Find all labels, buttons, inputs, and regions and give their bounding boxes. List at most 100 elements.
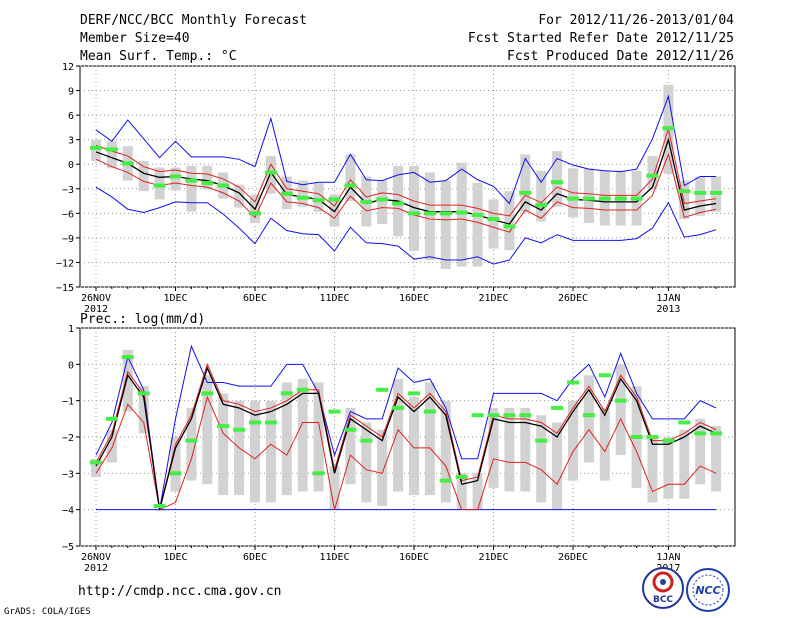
- observed-marker: [551, 405, 564, 410]
- ensemble-range-box: [186, 165, 197, 212]
- observed-marker: [328, 197, 341, 202]
- ensemble-range-box: [345, 154, 356, 202]
- observed-marker: [312, 198, 325, 203]
- ensemble-mean-line: [95, 137, 717, 225]
- observed-marker: [201, 391, 214, 396]
- observed-marker: [344, 183, 357, 188]
- observed-marker: [614, 196, 627, 201]
- upper-inner-line: [95, 362, 717, 510]
- y-tick-label: −15: [56, 283, 74, 294]
- ensemble-range-box: [250, 400, 260, 503]
- observed-marker: [487, 217, 500, 222]
- ensemble-range-box: [599, 407, 610, 481]
- ensemble-range-box: [265, 400, 276, 503]
- ensemble-range-box: [472, 473, 483, 510]
- observed-marker: [423, 409, 436, 414]
- observed-marker: [582, 413, 595, 418]
- x-tick-label: 11DEC: [319, 293, 349, 304]
- observed-marker: [280, 191, 293, 196]
- ensemble-range-box: [504, 407, 515, 492]
- grads-credit: GrADS: COLA/IGES: [4, 607, 91, 617]
- observed-marker: [630, 435, 643, 439]
- observed-marker: [503, 224, 516, 229]
- ensemble-range-box: [552, 151, 563, 207]
- ensemble-range-box: [695, 418, 706, 485]
- x-tick-label: 1DEC: [163, 552, 187, 563]
- observed-marker: [408, 391, 420, 396]
- precipitation-panel: 1 0 −1 −2 −3 −4 −5 26NOV 1DEC 6DEC 11DEC 16DEC 21DEC…: [62, 324, 736, 574]
- ensemble-range-box: [424, 172, 435, 260]
- observed-marker: [423, 211, 436, 216]
- ensemble-range-box: [456, 162, 467, 267]
- observed-marker: [90, 460, 102, 465]
- y-tick-label: 0: [68, 160, 74, 171]
- prec-variable-label: Prec.: log(mm/d): [80, 312, 205, 327]
- ensemble-range-box: [170, 437, 181, 492]
- plot-frame: [79, 65, 736, 288]
- observed-marker: [630, 196, 643, 201]
- observed-marker: [662, 438, 675, 443]
- upper-outer-line: [95, 94, 717, 205]
- observed-marker: [567, 380, 579, 385]
- observed-marker: [360, 199, 373, 204]
- lower-outer-line: [95, 186, 717, 265]
- ensemble-range-box: [202, 375, 213, 485]
- observed-marker: [169, 471, 182, 476]
- observed-marker: [567, 196, 579, 201]
- observed-marker: [328, 409, 341, 414]
- x-year-label: 2012: [84, 563, 108, 574]
- ncc-logo-text: NCC: [695, 584, 720, 597]
- observed-marker: [185, 438, 198, 443]
- x-tick-label: 26DEC: [558, 552, 588, 563]
- ensemble-range-box: [711, 426, 722, 492]
- ensemble-range-box: [663, 437, 674, 499]
- x-tick-label: 6DEC: [243, 293, 267, 304]
- y-tick-label: 9: [68, 87, 74, 98]
- ensemble-range-box: [552, 422, 563, 510]
- observed-marker: [710, 190, 723, 195]
- observed-marker: [535, 438, 548, 443]
- ensemble-range-box: [106, 141, 117, 169]
- ncc-logo: NCC: [686, 568, 730, 612]
- ensemble-range-box: [409, 165, 419, 251]
- ensemble-range-box: [520, 154, 531, 212]
- observed-marker: [455, 210, 468, 215]
- x-tick-label: 1JAN: [656, 552, 680, 563]
- lower-inner-line: [95, 152, 717, 233]
- ensemble-range-box: [297, 378, 308, 492]
- ensemble-range-box: [202, 165, 213, 190]
- ensemble-range-box: [329, 466, 340, 510]
- temp-variable-label: Mean Surf. Temp.: °C: [80, 49, 237, 64]
- ensemble-range-box: [679, 429, 690, 499]
- ensemble-range-box: [695, 176, 706, 216]
- y-tick-label: 0: [68, 360, 74, 371]
- figure-title: DERF/NCC/BCC Monthly Forecast: [80, 13, 307, 28]
- observed-marker: [217, 424, 230, 429]
- observed-marker: [121, 355, 134, 360]
- observed-marker: [646, 435, 659, 439]
- x-year-label: 2013: [656, 304, 680, 315]
- x-tick-label: 1DEC: [163, 293, 187, 304]
- observed-marker: [487, 413, 500, 418]
- ensemble-range-box: [377, 429, 388, 507]
- y-tick-label: −1: [62, 397, 74, 408]
- y-tick-label: −6: [62, 209, 74, 220]
- observed-marker: [376, 387, 389, 392]
- ensemble-range-box: [536, 170, 547, 222]
- ensemble-range-box: [424, 382, 435, 496]
- observed-marker: [90, 145, 102, 150]
- ensemble-range-box: [345, 407, 356, 485]
- bcc-logo-text: BCC: [653, 595, 673, 605]
- x-tick-label: 21DEC: [478, 552, 508, 563]
- x-tick-label: 26DEC: [558, 293, 588, 304]
- y-tick-label: −3: [62, 469, 74, 480]
- observed-marker: [201, 181, 214, 186]
- x-tick-label: 16DEC: [399, 552, 429, 563]
- x-tick-label: 21DEC: [478, 293, 508, 304]
- observed-marker: [344, 427, 357, 432]
- observed-marker: [598, 373, 611, 378]
- observed-marker: [471, 413, 484, 418]
- observed-marker: [694, 431, 707, 436]
- ensemble-range-box: [440, 180, 451, 269]
